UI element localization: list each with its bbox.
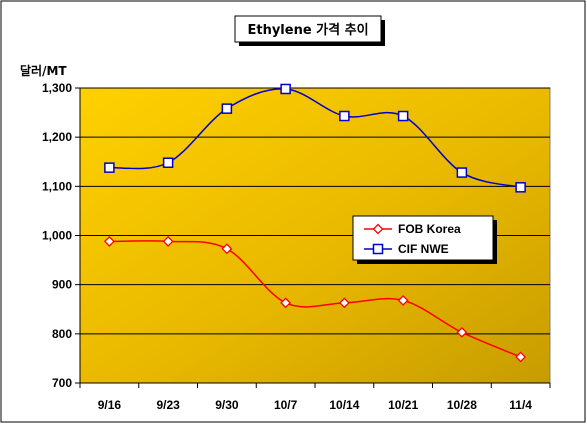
series-cif-nwe (104, 83, 526, 193)
data-point-fob-korea (515, 351, 527, 363)
legend-marker-fob-korea (372, 223, 384, 235)
x-tick-label: 9/16 (98, 398, 122, 412)
x-tick-label: 10/14 (329, 398, 359, 412)
x-tick-label: 10/7 (274, 398, 298, 412)
y-axis-unit-label: 달러/MT (20, 63, 67, 78)
y-tick-label: 700 (52, 376, 72, 390)
x-tick-label: 11/4 (509, 398, 532, 412)
series-line-fob-korea (109, 240, 521, 358)
data-point-cif-nwe (162, 157, 174, 168)
data-point-fob-korea (103, 235, 115, 247)
legend-label-fob-korea: FOB Korea (398, 222, 461, 236)
data-point-cif-nwe (280, 83, 291, 95)
data-point-fob-korea (221, 243, 233, 255)
data-point-cif-nwe (339, 110, 350, 122)
title-box (234, 15, 382, 43)
x-tick-label: 9/30 (215, 398, 239, 412)
chart-title: Ethylene 가격 추이 (234, 15, 385, 46)
axes: 700 800 900 1,000 1,100 1,200 1,300 9/16 9/23 9/3… (42, 81, 551, 412)
x-tick-label: 9/23 (156, 398, 180, 412)
x-tick-label: 10/28 (447, 398, 477, 412)
data-point-fob-korea (456, 326, 468, 338)
data-point-fob-korea (397, 294, 409, 306)
y-tick-label: 900 (52, 278, 72, 292)
data-point-fob-korea (338, 297, 350, 309)
series (103, 83, 527, 363)
y-tick-label: 800 (52, 327, 72, 341)
y-tick-label: 1,100 (42, 179, 72, 193)
data-point-cif-nwe (456, 167, 468, 178)
y-tick-label: 1,200 (42, 130, 72, 144)
legend-marker-cif-nwe (372, 243, 384, 255)
data-point-fob-korea (280, 297, 292, 309)
series-line-cif-nwe (109, 88, 521, 189)
data-point-cif-nwe (515, 182, 526, 193)
x-tick-label: 10/21 (388, 398, 418, 412)
data-point-cif-nwe (397, 110, 409, 122)
y-tick-label: 1,300 (42, 81, 72, 95)
title-text: Ethylene 가격 추이 (247, 22, 368, 38)
legend-label-cif-nwe: CIF NWE (398, 242, 449, 256)
data-point-cif-nwe (104, 162, 115, 173)
y-tick-label: 1,000 (42, 229, 72, 243)
legend: FOB Korea CIF NWE (352, 215, 497, 264)
series-fob-korea (103, 235, 527, 363)
data-point-cif-nwe (221, 103, 233, 114)
data-point-fob-korea (162, 235, 174, 247)
gridlines (80, 87, 550, 335)
